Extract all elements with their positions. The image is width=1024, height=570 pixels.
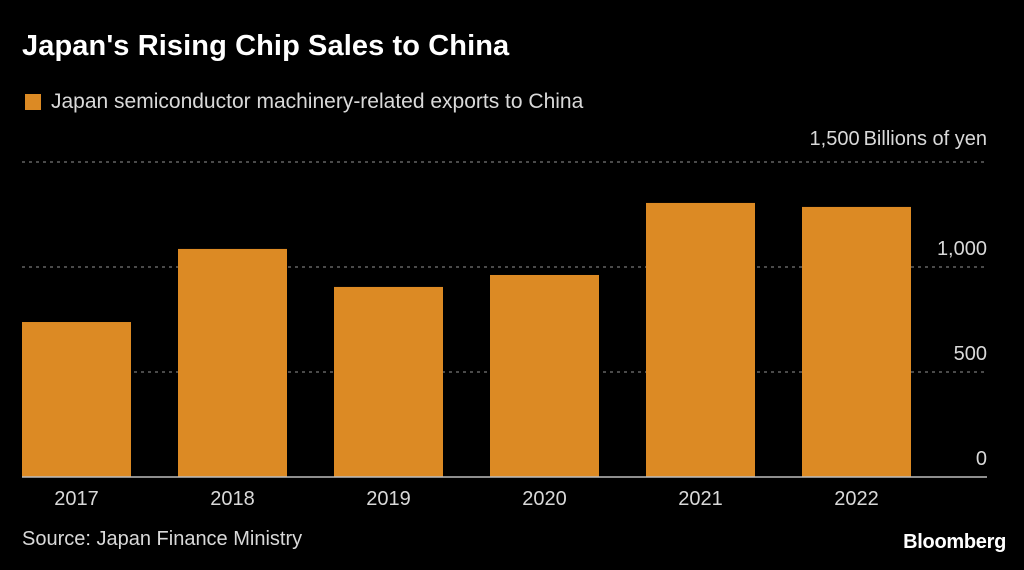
x-axis-ticks: 2017 2018 2019 2020 2021 2022 [54,488,879,510]
y-tick-label-500: 500 [954,343,987,365]
x-tick-label-2020: 2020 [522,488,567,510]
bar-2017 [22,322,131,477]
bloomberg-logo: Bloomberg [903,531,1006,553]
bar-2018 [178,248,287,477]
x-tick-label-2022: 2022 [834,488,879,510]
x-tick-label-2018: 2018 [210,488,255,510]
source-note: Source: Japan Finance Ministry [22,528,303,550]
bar-2020 [490,274,599,477]
y-tick-label-0: 0 [976,448,987,470]
legend-label: Japan semiconductor machinery-related ex… [51,90,584,113]
legend: Japan semiconductor machinery-related ex… [25,90,583,114]
bar-2021 [646,202,755,477]
y-axis-ticks: 0 500 1,000 [937,238,987,470]
legend-swatch [25,94,41,110]
bar-2022 [802,206,911,477]
chart-title: Japan's Rising Chip Sales to China [22,30,510,62]
bars [22,202,911,477]
y-tick-label-1000: 1,000 [937,238,987,260]
y-tick-label-top: 1,500 [809,128,864,150]
x-tick-label-2017: 2017 [54,488,99,510]
y-axis-unit: Billions of yen [863,128,987,150]
x-tick-label-2019: 2019 [366,488,411,510]
y-axis-unit-label: 1,500 Billions of yen [810,128,987,151]
x-tick-label-2021: 2021 [678,488,723,510]
bar-2019 [334,286,443,477]
